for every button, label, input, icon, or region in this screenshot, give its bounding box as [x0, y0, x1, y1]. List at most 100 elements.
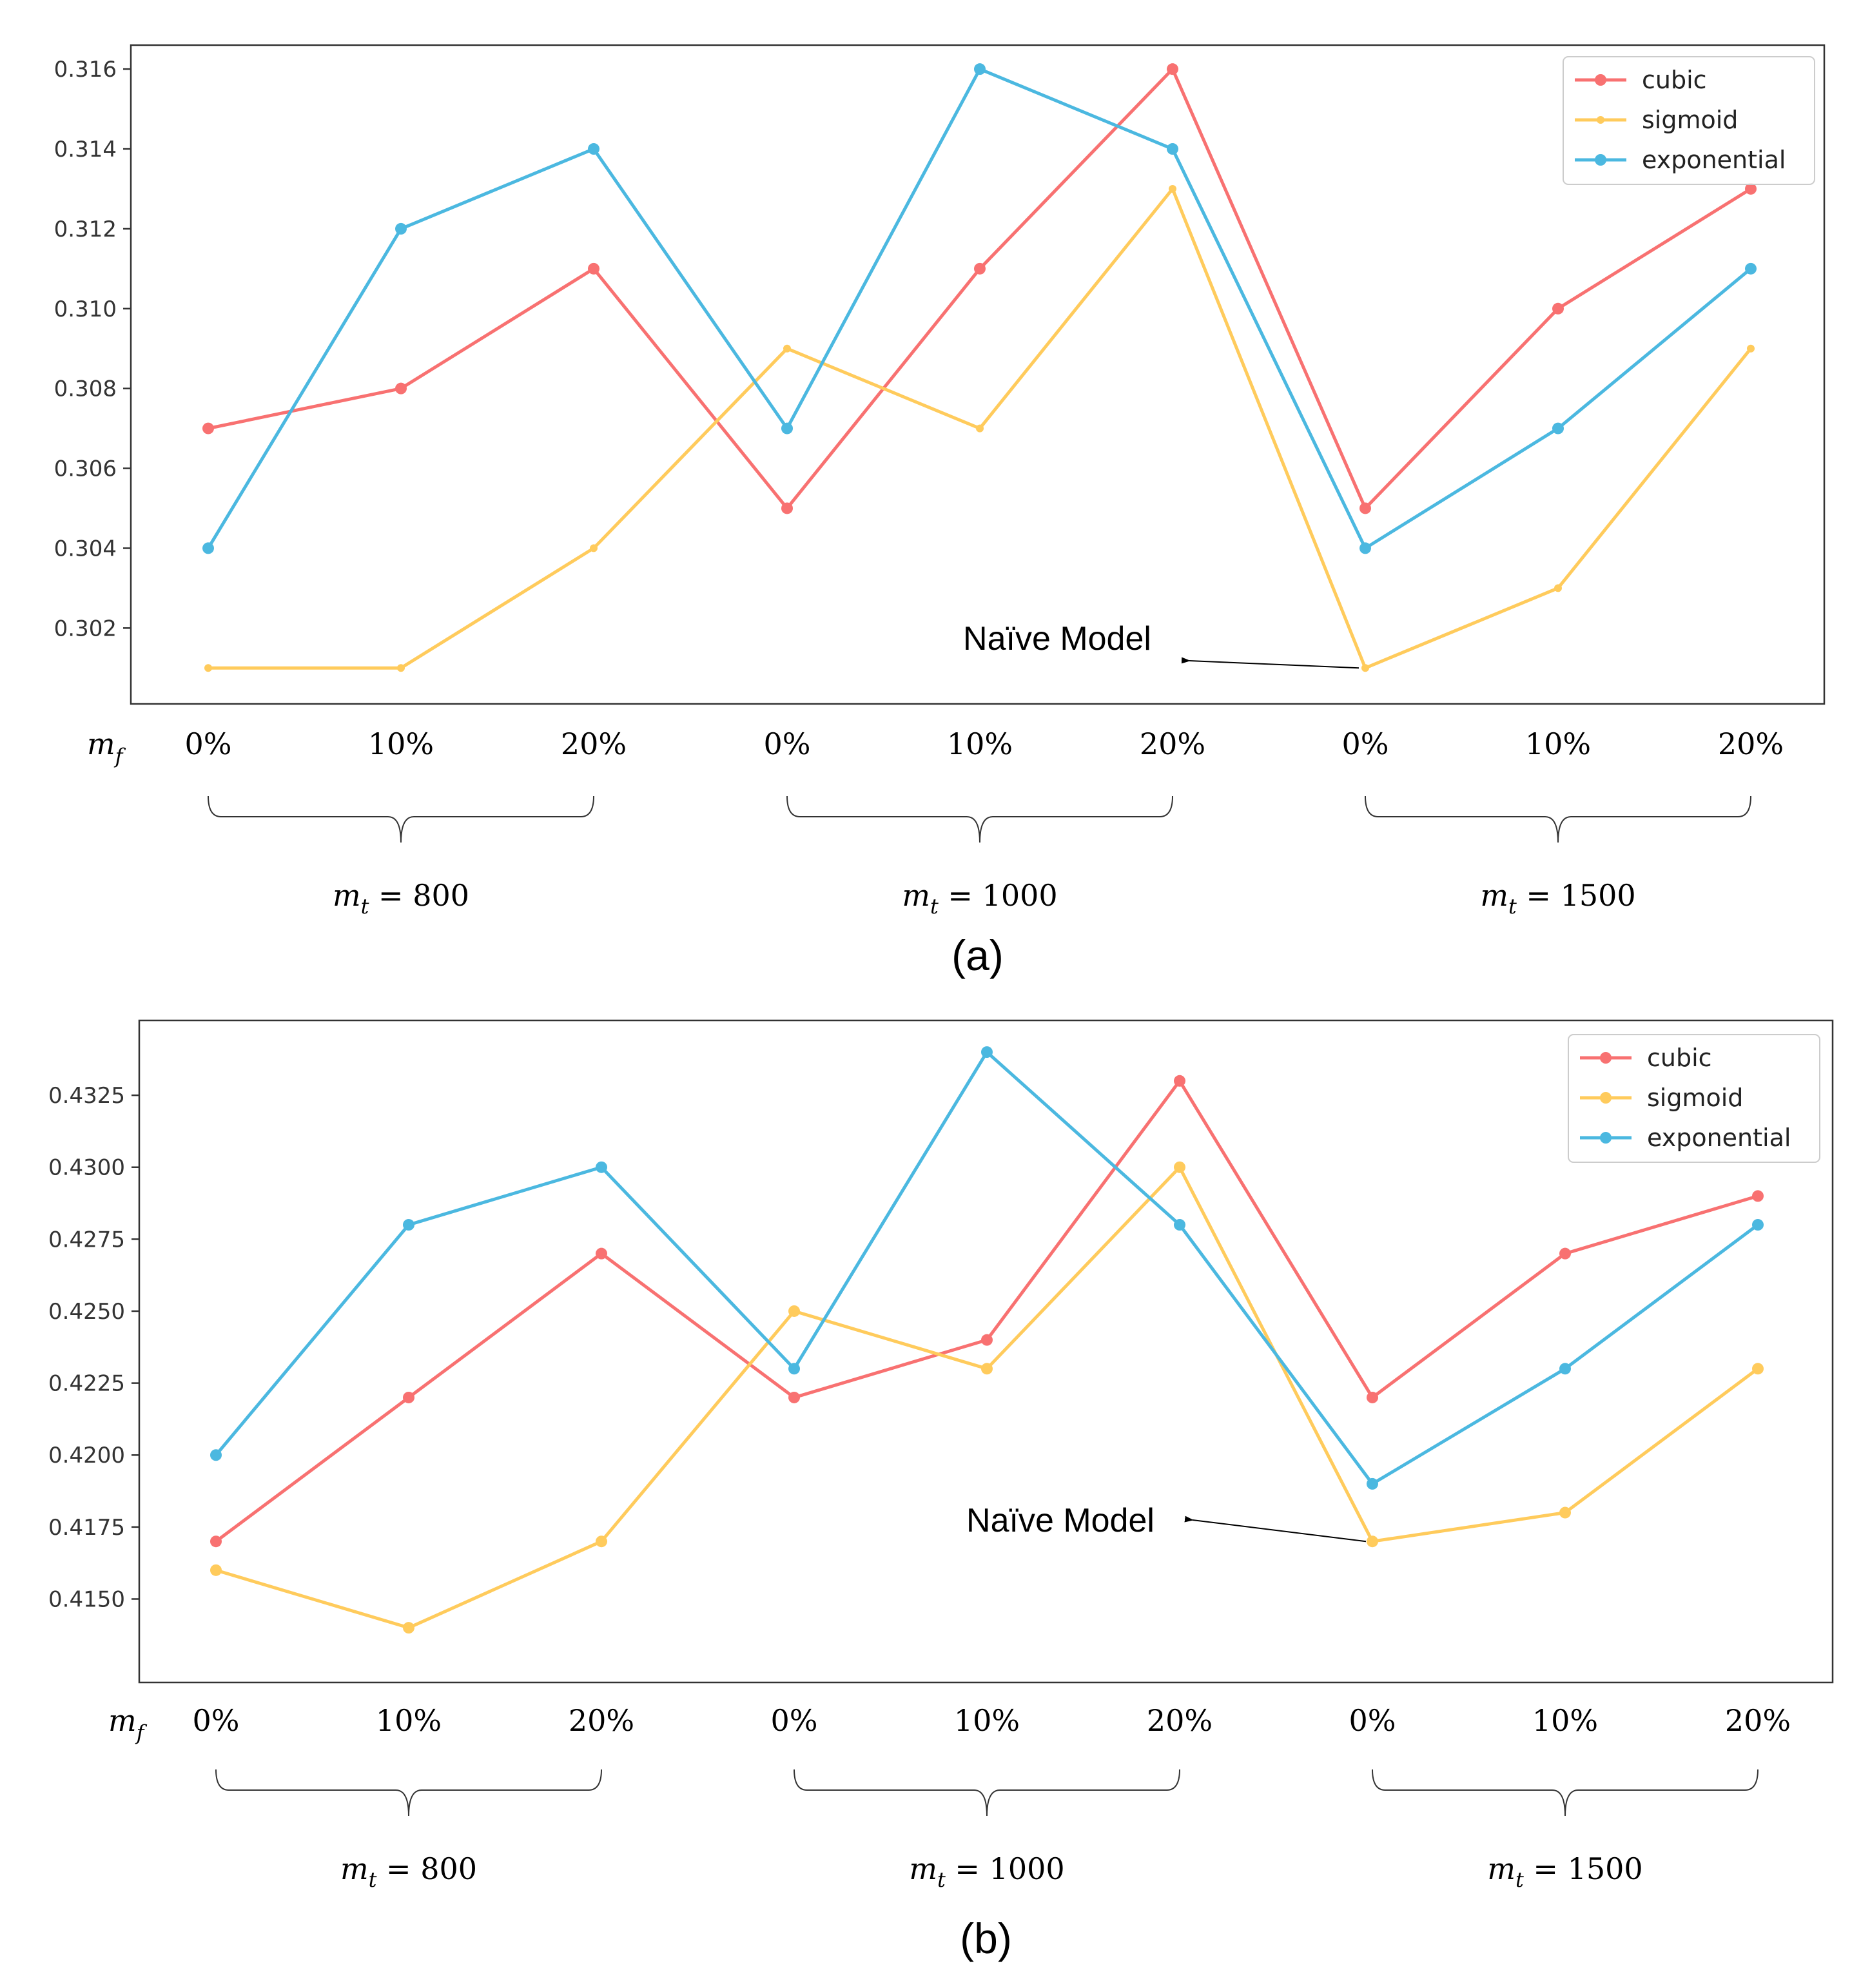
data-point-exponential — [974, 63, 986, 75]
data-point-cubic — [596, 1247, 607, 1260]
data-point-sigmoid — [1747, 344, 1755, 353]
group-brace — [215, 1769, 602, 1817]
data-point-cubic — [403, 1391, 414, 1403]
data-point-exponential — [781, 422, 793, 434]
y-tick-label: 0.310 — [54, 297, 117, 322]
data-point-exponential — [1552, 422, 1564, 434]
data-point-sigmoid — [1174, 1161, 1185, 1173]
data-point-exponential — [403, 1219, 414, 1231]
y-tick-label: 0.308 — [54, 376, 117, 402]
y-tick-label: 0.306 — [54, 456, 117, 482]
legend-marker-exponential — [1600, 1132, 1612, 1144]
data-point-exponential — [1174, 1219, 1185, 1231]
panel-caption: (b) — [960, 1915, 1012, 1962]
group-brace — [794, 1769, 1180, 1817]
x-tick-label: 0% — [193, 1703, 240, 1738]
group-brace — [1372, 1769, 1759, 1817]
x-axis-symbol: mf — [87, 726, 126, 768]
series-line-exponential — [215, 1050, 1759, 1486]
x-tick-label: 20% — [561, 726, 627, 761]
y-tick-label: 0.4250 — [48, 1299, 125, 1325]
data-point-sigmoid — [403, 1622, 414, 1634]
y-tick-label: 0.4175 — [48, 1515, 125, 1541]
annotation-arrow — [1184, 1515, 1367, 1543]
group-brace — [1365, 795, 1751, 843]
legend-marker-cubic — [1595, 74, 1606, 86]
group-label: mt = 1000 — [902, 878, 1057, 919]
y-tick-label: 0.4325 — [48, 1083, 125, 1109]
data-point-sigmoid — [204, 664, 212, 672]
data-point-cubic — [974, 262, 986, 275]
data-point-cubic — [1559, 1247, 1571, 1260]
legend-marker-sigmoid — [1600, 1092, 1612, 1104]
data-point-exponential — [1359, 542, 1371, 554]
data-point-exponential — [1559, 1363, 1571, 1375]
data-point-exponential — [1367, 1477, 1378, 1490]
x-tick-label: 20% — [1140, 726, 1205, 761]
data-point-sigmoid — [976, 424, 984, 433]
data-point-sigmoid — [1559, 1506, 1571, 1519]
legend-label-sigmoid: sigmoid — [1647, 1084, 1743, 1112]
legend-label-sigmoid: sigmoid — [1642, 106, 1738, 134]
annotation-label: Naïve Model — [963, 620, 1151, 658]
group-label: mt = 800 — [333, 878, 469, 919]
data-point-cubic — [588, 262, 599, 275]
data-point-cubic — [1752, 1190, 1764, 1202]
data-point-cubic — [781, 502, 793, 514]
data-point-exponential — [395, 222, 407, 235]
data-point-exponential — [596, 1161, 607, 1173]
data-point-exponential — [210, 1449, 222, 1461]
x-tick-label: 20% — [569, 1703, 634, 1738]
data-point-sigmoid — [1169, 184, 1176, 193]
legend-box — [1563, 56, 1815, 185]
legend-box — [1568, 1034, 1820, 1163]
group-brace — [208, 795, 594, 843]
x-tick-label: 20% — [1147, 1703, 1213, 1738]
legend-marker-sigmoid — [1597, 116, 1604, 124]
data-point-cubic — [1552, 302, 1564, 315]
y-tick-label: 0.314 — [54, 137, 117, 162]
chart-panel-a: 0.302 0.304 0.306 0.308 0.310 0.312 0.314 0.316… — [54, 44, 1826, 979]
y-tick-label: 0.312 — [54, 217, 117, 242]
data-point-cubic — [1367, 1391, 1378, 1403]
data-point-exponential — [1167, 143, 1178, 155]
data-point-exponential — [588, 143, 599, 155]
data-point-cubic — [395, 382, 407, 395]
x-tick-label: 10% — [1525, 726, 1591, 761]
x-tick-label: 10% — [368, 726, 434, 761]
data-point-cubic — [981, 1334, 993, 1346]
y-tick-label: 0.4150 — [48, 1587, 125, 1613]
y-tick-label: 0.304 — [54, 536, 117, 561]
x-tick-label: 0% — [185, 726, 232, 761]
legend-marker-cubic — [1600, 1052, 1612, 1064]
data-point-cubic — [202, 422, 214, 434]
y-tick-label: 0.4225 — [48, 1371, 125, 1397]
data-point-sigmoid — [210, 1564, 222, 1576]
data-point-sigmoid — [1361, 664, 1369, 672]
data-point-exponential — [202, 542, 214, 554]
x-tick-label: 0% — [1342, 726, 1389, 761]
x-tick-label: 10% — [1532, 1703, 1598, 1738]
x-tick-label: 0% — [764, 726, 811, 761]
series-line-cubic — [208, 67, 1752, 510]
x-tick-label: 0% — [771, 1703, 818, 1738]
data-point-sigmoid — [981, 1363, 993, 1375]
data-point-cubic — [1174, 1075, 1185, 1087]
series-line-sigmoid — [215, 1165, 1759, 1630]
legend-label-cubic: cubic — [1647, 1044, 1712, 1072]
data-point-sigmoid — [397, 664, 405, 672]
y-tick-label: 0.4300 — [48, 1155, 125, 1181]
data-point-sigmoid — [1367, 1535, 1378, 1548]
data-point-cubic — [210, 1535, 222, 1548]
x-axis-symbol: mf — [108, 1703, 148, 1745]
x-tick-label: 10% — [376, 1703, 442, 1738]
plot-frame — [130, 44, 1826, 705]
data-point-sigmoid — [1554, 584, 1562, 592]
data-point-sigmoid — [590, 544, 598, 552]
annotation-arrow — [1181, 657, 1359, 669]
x-tick-label: 10% — [947, 726, 1013, 761]
data-point-sigmoid — [788, 1305, 800, 1317]
data-point-sigmoid — [1752, 1363, 1764, 1375]
group-label: mt = 800 — [340, 1851, 477, 1892]
